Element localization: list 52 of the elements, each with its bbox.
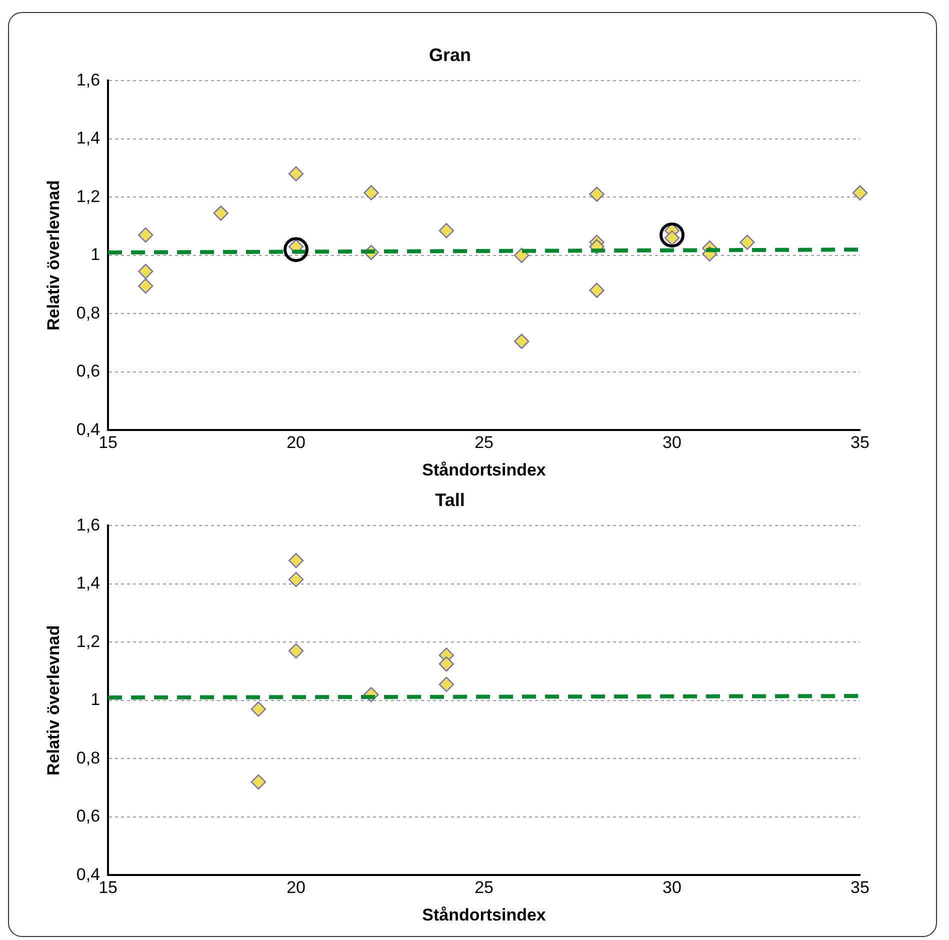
point — [138, 278, 154, 294]
y-tick-label: 1,6 — [76, 515, 100, 534]
y-tick-label: 0,4 — [76, 864, 100, 884]
y-tick-label: 0,6 — [76, 806, 100, 826]
point — [288, 552, 304, 568]
y-tick-label: 1 — [90, 245, 100, 264]
point — [138, 227, 154, 243]
x-tick-label: 25 — [474, 433, 494, 452]
point — [438, 656, 454, 672]
y-tick-label: 1 — [90, 690, 100, 710]
y-axis-title: Relativ överlevnad — [44, 625, 63, 776]
point — [514, 248, 530, 263]
point — [514, 334, 530, 349]
y-tick-label: 1,4 — [76, 574, 100, 593]
y-tick-label: 1,2 — [76, 186, 100, 206]
point — [589, 282, 604, 298]
y-axis-title: Relativ överlevnad — [44, 180, 63, 331]
point — [660, 222, 685, 248]
x-tick-label: 25 — [474, 878, 494, 898]
chart-title: Tall — [435, 490, 465, 510]
point — [250, 774, 266, 790]
y-tick-label: 1,2 — [76, 632, 100, 651]
point — [740, 234, 755, 250]
point — [138, 264, 154, 280]
point — [852, 185, 868, 200]
y-tick-label: 0,8 — [76, 303, 100, 322]
x-tick-label: 35 — [850, 878, 870, 898]
y-tick-label: 1,4 — [76, 128, 100, 148]
point — [288, 643, 304, 658]
y-tick-label: 1,6 — [76, 70, 100, 90]
y-tick-label: 0,4 — [76, 420, 100, 439]
x-axis-title: Ståndortsindex — [422, 905, 546, 924]
chart-title: Gran — [428, 44, 472, 65]
x-axis-title: Ståndortsindex — [422, 460, 546, 480]
point — [288, 572, 304, 588]
y-tick-label: 0,8 — [76, 748, 100, 768]
point — [250, 702, 266, 717]
x-tick-label: 30 — [662, 433, 682, 452]
point — [288, 166, 304, 182]
point — [284, 237, 309, 262]
point — [438, 676, 454, 692]
point — [438, 223, 454, 238]
y-tick-label: 0,6 — [76, 362, 100, 381]
x-tick-label: 30 — [662, 878, 682, 898]
x-tick-label: 15 — [98, 433, 118, 452]
x-tick-label: 20 — [286, 433, 306, 452]
point — [589, 186, 604, 202]
x-tick-label: 15 — [98, 878, 118, 898]
point — [364, 185, 379, 200]
x-tick-label: 35 — [850, 433, 870, 452]
x-tick-label: 20 — [286, 878, 306, 898]
point — [213, 206, 228, 221]
